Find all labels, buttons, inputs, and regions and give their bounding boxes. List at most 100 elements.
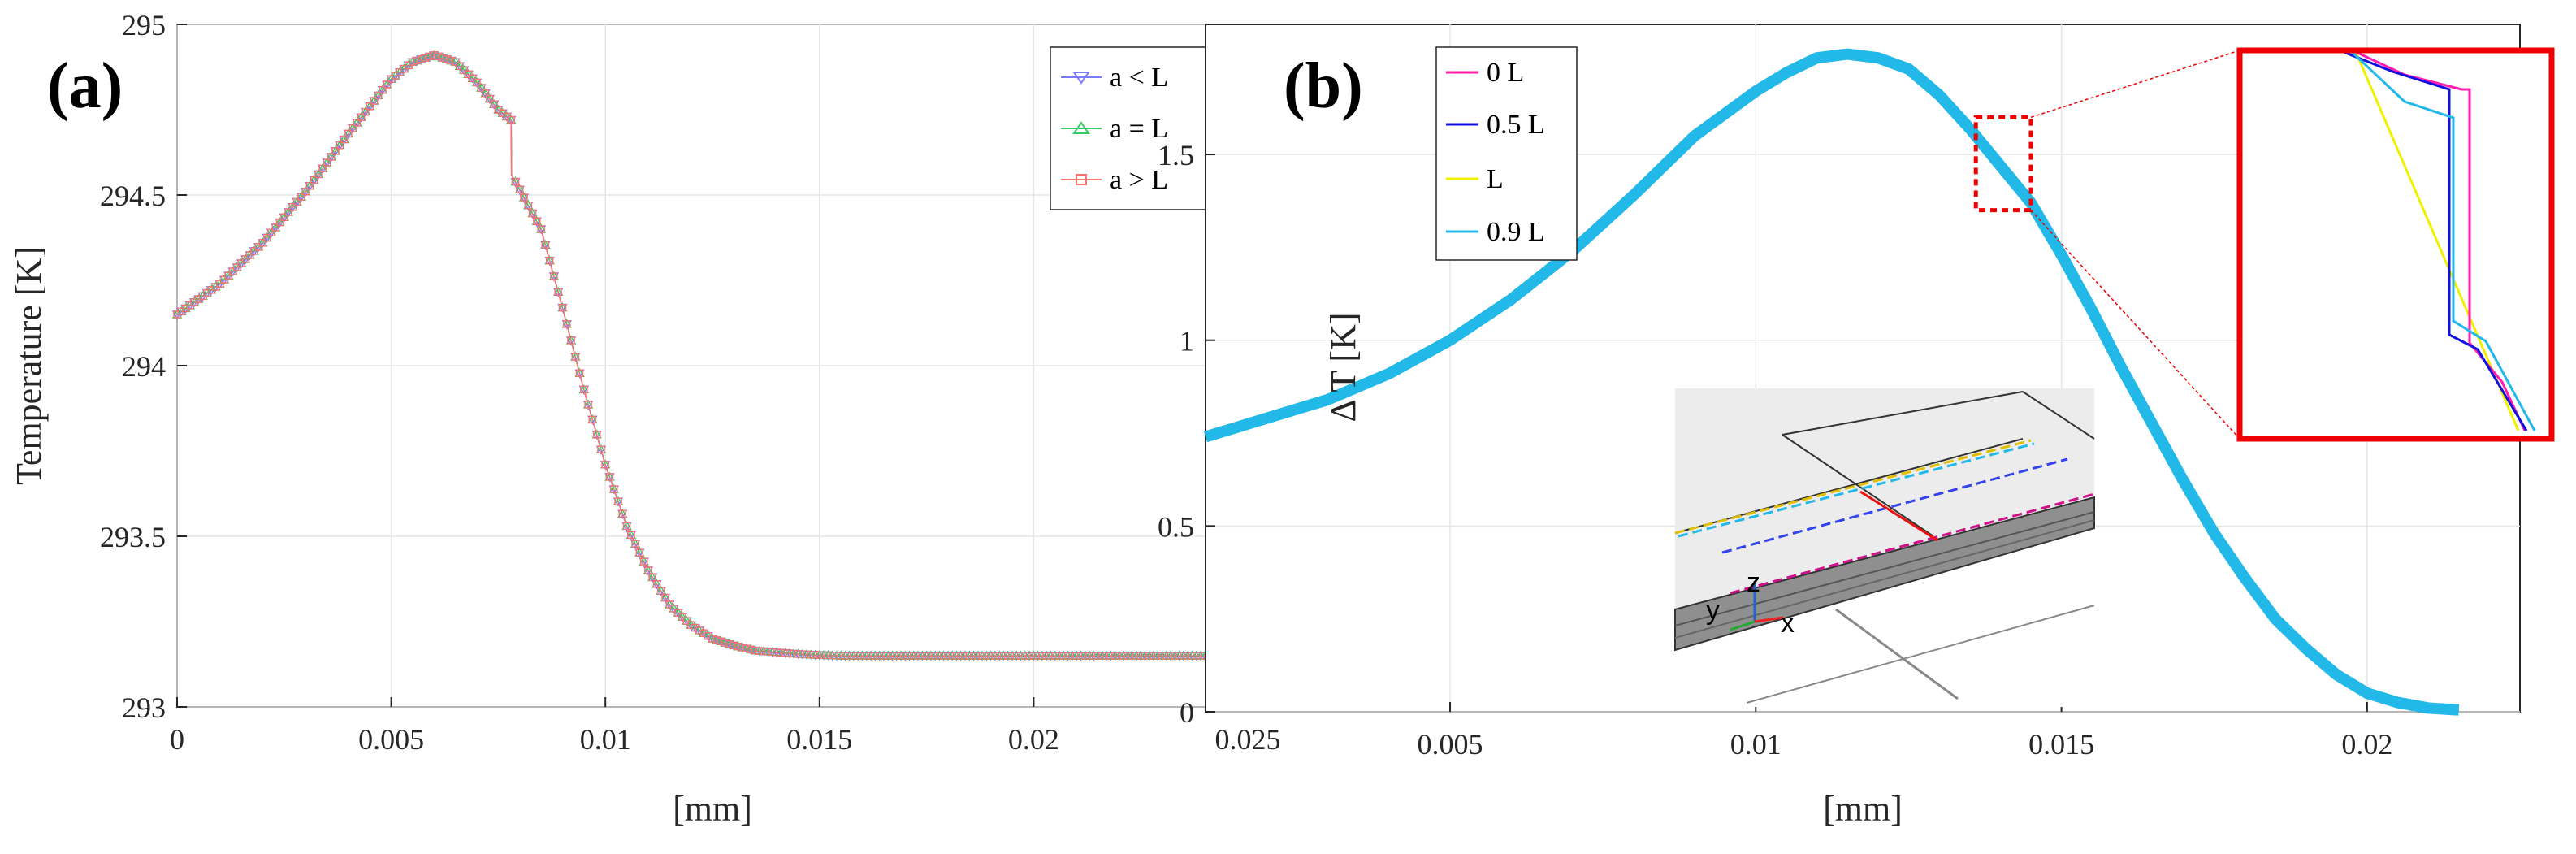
chart-a-marker-a-gt-l — [362, 107, 370, 116]
chart-a-marker-a-gt-l — [618, 509, 626, 518]
inset-3d-label-y: y — [1706, 595, 1720, 626]
inset-3d-layer-line-2 — [1674, 519, 2095, 639]
chart-a-marker-a-gt-l — [297, 193, 305, 201]
inset-3d-edge — [1782, 391, 2024, 436]
chart-a-marker-a-gt-l — [592, 431, 601, 439]
chart-b-ytick-label: 1 — [1180, 325, 1194, 358]
chart-a-marker-a-gt-l — [216, 280, 224, 288]
chart-a-xtick-label: 0.025 — [1215, 723, 1281, 756]
inset-3d-edge-5 — [1835, 608, 1959, 700]
chart-a-marker-a-gt-l — [456, 62, 464, 70]
legend-b-label-3: 0.9 L — [1487, 217, 1545, 247]
chart-a-marker-a-gt-l — [678, 613, 686, 621]
chart-a-marker-a-gt-l — [220, 275, 228, 284]
chart-a-marker-a-gt-l — [639, 557, 648, 566]
legend-a-label-1: a = L — [1110, 114, 1168, 144]
chart-a-marker-a-gt-l — [580, 385, 588, 394]
panel-label-a: (a) — [47, 50, 123, 122]
chart-a-xtick-label: 0.02 — [1008, 723, 1059, 756]
inset-3d-path-cyan — [1678, 442, 2035, 538]
zoom-connector-top — [2030, 50, 2240, 119]
chart-a-marker-a-gt-l — [254, 243, 262, 251]
chart-b-xtick-label: 0.02 — [2341, 728, 2392, 761]
chart-a-marker-a-gt-l — [738, 644, 747, 652]
chart-a-marker-a-gt-l — [473, 78, 481, 87]
chart-b-ticks: 0.005 0.01 0.015 0.02 0 0.5 1 1.5 — [1158, 139, 2392, 761]
chart-b-zoom-source — [1973, 115, 2033, 213]
zoom-inset-background — [2240, 50, 2552, 439]
chart-a-marker-a-gt-l — [627, 531, 635, 540]
chart-a-xtick-label: 0 — [170, 723, 184, 756]
legend-a-marker-0 — [1072, 72, 1090, 85]
chart-a-marker-a-gt-l — [349, 124, 357, 132]
chart-a-marker-a-gt-l — [516, 185, 524, 194]
chart-a-marker-a-gt-l — [263, 233, 271, 242]
panel-label-b: (b) — [1284, 50, 1363, 122]
chart-b-xtick-label: 0.01 — [1730, 728, 1782, 761]
chart-a-series — [171, 50, 1253, 661]
chart-a-marker-a-gt-l — [674, 609, 682, 617]
chart-a-marker-a-gt-l — [241, 255, 250, 263]
chart-a-marker-a-gt-l — [245, 251, 254, 259]
chart-a-marker-a-gt-l — [370, 97, 379, 105]
chart-b-series — [1203, 48, 2460, 716]
chart-a-marker-a-gt-l — [507, 115, 515, 124]
legend-b-label-1: 0.5 L — [1487, 110, 1545, 140]
legend-b-label-2: L — [1487, 164, 1504, 194]
chart-a-xtick-label: 0.01 — [580, 723, 631, 756]
chart-a-marker-a-gt-l — [558, 303, 567, 312]
chart-a-marker-a-gt-l — [554, 288, 562, 296]
chart-a-marker-a-gt-l — [469, 74, 477, 83]
chart-a-marker-a-gt-l — [353, 119, 362, 127]
legend-a-marker-2 — [1076, 174, 1087, 185]
chart-a-marker-a-gt-l — [280, 213, 288, 221]
chart-b-xtick-label: 0.015 — [2028, 728, 2094, 761]
chart-a-marker-a-gt-l — [481, 89, 490, 98]
chart-b-ytick-label: 0.5 — [1158, 510, 1194, 543]
chart-a-marker-a-gt-l — [267, 228, 275, 236]
zoom-source-box — [1973, 115, 2033, 213]
chart-a-marker-a-gt-l — [605, 473, 614, 481]
legend-b-label-0: 0 L — [1487, 58, 1524, 88]
chart-a-xlabel: [mm] — [673, 789, 752, 829]
inset-3d-axis-y — [1730, 620, 1756, 631]
chart-a-xtick-label: 0.015 — [786, 723, 852, 756]
chart-b-legend-box — [1435, 46, 1578, 261]
chart-b-zoom-inset — [2236, 47, 2555, 442]
chart-a-marker-a-gt-l — [228, 267, 237, 275]
chart-a-marker-a-gt-l — [635, 548, 644, 557]
inset-3d-label-x: x — [1781, 608, 1795, 639]
chart-b-xlabel: [mm] — [1823, 789, 1903, 829]
chart-a-marker-a-gt-l — [357, 113, 366, 121]
chart-a-marker-a-gt-l — [374, 91, 383, 100]
chart-a-marker-a-gt-l — [520, 193, 528, 202]
chart-a-marker-a-gt-l — [486, 94, 494, 103]
legend-a-marker-1 — [1072, 121, 1090, 134]
chart-a-marker-a-gt-l — [614, 497, 622, 505]
chart-a-marker-a-gt-l — [575, 369, 584, 377]
chart-a-marker-a-gt-l — [571, 353, 579, 361]
chart-a-marker-a-gt-l — [730, 641, 738, 650]
chart-b-legend: 0 L 0.5 L L 0.9 L — [1435, 46, 1578, 261]
chart-a-xtick-label: 0.005 — [358, 723, 424, 756]
chart-a-marker-a-gt-l — [588, 415, 597, 424]
chart-a-ytick-label: 294 — [122, 350, 166, 383]
inset-3d-label-z: z — [1747, 567, 1760, 598]
chart-b-ylabel: Δ T [K] — [1323, 312, 1363, 422]
chart-a-marker-a-gt-l — [550, 272, 558, 280]
legend-a-label-0: a < L — [1110, 63, 1168, 93]
chart-a-marker-a-gt-l — [665, 600, 673, 609]
chart-a-marker-a-gt-l — [537, 225, 545, 233]
inset-3d-plate-side — [1674, 496, 2095, 652]
chart-a-marker-a-gt-l — [477, 84, 486, 92]
chart-a-marker-a-gt-l — [490, 100, 498, 108]
chart-a-marker-a-gt-l — [597, 445, 605, 454]
chart-a-marker-a-gt-l — [271, 223, 279, 232]
chart-b-xtick-label: 0.005 — [1418, 728, 1483, 761]
chart-a-marker-a-gt-l — [451, 58, 460, 66]
chart-a-marker-a-gt-l — [533, 217, 541, 225]
chart-a-marker-a-gt-l — [379, 85, 387, 94]
chart-a-marker-a-gt-l — [742, 644, 751, 652]
zoom-line-blue — [2339, 49, 2528, 431]
